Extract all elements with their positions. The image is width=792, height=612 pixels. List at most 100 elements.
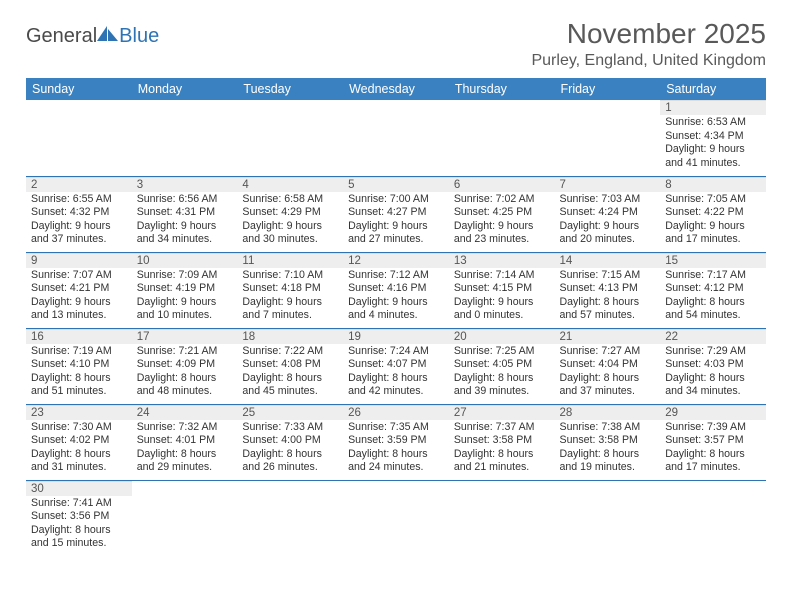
day-number: 8 bbox=[660, 177, 766, 192]
day-details: Sunrise: 7:00 AMSunset: 4:27 PMDaylight:… bbox=[343, 192, 449, 250]
day-details: Sunrise: 7:15 AMSunset: 4:13 PMDaylight:… bbox=[555, 268, 661, 326]
calendar-cell: 12Sunrise: 7:12 AMSunset: 4:16 PMDayligh… bbox=[343, 252, 449, 328]
calendar-cell: 16Sunrise: 7:19 AMSunset: 4:10 PMDayligh… bbox=[26, 328, 132, 404]
day-number: 22 bbox=[660, 329, 766, 344]
day-details: Sunrise: 7:10 AMSunset: 4:18 PMDaylight:… bbox=[237, 268, 343, 326]
calendar-cell bbox=[237, 480, 343, 556]
calendar-cell: 7Sunrise: 7:03 AMSunset: 4:24 PMDaylight… bbox=[555, 176, 661, 252]
day-details: Sunrise: 7:29 AMSunset: 4:03 PMDaylight:… bbox=[660, 344, 766, 402]
calendar-cell bbox=[449, 480, 555, 556]
weekday-header: Tuesday bbox=[237, 78, 343, 100]
calendar-cell bbox=[132, 480, 238, 556]
calendar-cell: 13Sunrise: 7:14 AMSunset: 4:15 PMDayligh… bbox=[449, 252, 555, 328]
calendar-cell: 24Sunrise: 7:32 AMSunset: 4:01 PMDayligh… bbox=[132, 404, 238, 480]
day-number: 3 bbox=[132, 177, 238, 192]
brand-sail-icon bbox=[95, 24, 121, 49]
day-details: Sunrise: 6:53 AMSunset: 4:34 PMDaylight:… bbox=[660, 115, 766, 173]
day-number: 4 bbox=[237, 177, 343, 192]
weekday-header: Sunday bbox=[26, 78, 132, 100]
day-details: Sunrise: 7:21 AMSunset: 4:09 PMDaylight:… bbox=[132, 344, 238, 402]
calendar-cell: 9Sunrise: 7:07 AMSunset: 4:21 PMDaylight… bbox=[26, 252, 132, 328]
calendar-cell: 21Sunrise: 7:27 AMSunset: 4:04 PMDayligh… bbox=[555, 328, 661, 404]
calendar-cell: 20Sunrise: 7:25 AMSunset: 4:05 PMDayligh… bbox=[449, 328, 555, 404]
day-details: Sunrise: 6:55 AMSunset: 4:32 PMDaylight:… bbox=[26, 192, 132, 250]
location-text: Purley, England, United Kingdom bbox=[531, 52, 766, 70]
day-details: Sunrise: 7:17 AMSunset: 4:12 PMDaylight:… bbox=[660, 268, 766, 326]
weekday-header: Thursday bbox=[449, 78, 555, 100]
header-right: November 2025 Purley, England, United Ki… bbox=[531, 18, 766, 70]
day-number: 24 bbox=[132, 405, 238, 420]
calendar-cell bbox=[132, 100, 238, 176]
calendar-table: Sunday Monday Tuesday Wednesday Thursday… bbox=[26, 78, 766, 556]
day-number: 17 bbox=[132, 329, 238, 344]
calendar-cell: 17Sunrise: 7:21 AMSunset: 4:09 PMDayligh… bbox=[132, 328, 238, 404]
day-number: 27 bbox=[449, 405, 555, 420]
day-number: 25 bbox=[237, 405, 343, 420]
day-details: Sunrise: 7:03 AMSunset: 4:24 PMDaylight:… bbox=[555, 192, 661, 250]
calendar-cell: 22Sunrise: 7:29 AMSunset: 4:03 PMDayligh… bbox=[660, 328, 766, 404]
day-number: 10 bbox=[132, 253, 238, 268]
day-details: Sunrise: 7:38 AMSunset: 3:58 PMDaylight:… bbox=[555, 420, 661, 478]
calendar-cell bbox=[343, 100, 449, 176]
calendar-cell: 4Sunrise: 6:58 AMSunset: 4:29 PMDaylight… bbox=[237, 176, 343, 252]
calendar-cell: 3Sunrise: 6:56 AMSunset: 4:31 PMDaylight… bbox=[132, 176, 238, 252]
calendar-row: 30Sunrise: 7:41 AMSunset: 3:56 PMDayligh… bbox=[26, 480, 766, 556]
calendar-cell: 18Sunrise: 7:22 AMSunset: 4:08 PMDayligh… bbox=[237, 328, 343, 404]
day-number: 7 bbox=[555, 177, 661, 192]
calendar-cell: 11Sunrise: 7:10 AMSunset: 4:18 PMDayligh… bbox=[237, 252, 343, 328]
weekday-header: Saturday bbox=[660, 78, 766, 100]
day-number: 30 bbox=[26, 481, 132, 496]
day-number: 23 bbox=[26, 405, 132, 420]
calendar-cell bbox=[555, 100, 661, 176]
day-number: 29 bbox=[660, 405, 766, 420]
calendar-cell: 5Sunrise: 7:00 AMSunset: 4:27 PMDaylight… bbox=[343, 176, 449, 252]
day-number: 19 bbox=[343, 329, 449, 344]
calendar-cell: 26Sunrise: 7:35 AMSunset: 3:59 PMDayligh… bbox=[343, 404, 449, 480]
day-details: Sunrise: 7:22 AMSunset: 4:08 PMDaylight:… bbox=[237, 344, 343, 402]
day-number: 14 bbox=[555, 253, 661, 268]
calendar-row: 2Sunrise: 6:55 AMSunset: 4:32 PMDaylight… bbox=[26, 176, 766, 252]
day-details: Sunrise: 6:58 AMSunset: 4:29 PMDaylight:… bbox=[237, 192, 343, 250]
day-number: 5 bbox=[343, 177, 449, 192]
calendar-cell: 28Sunrise: 7:38 AMSunset: 3:58 PMDayligh… bbox=[555, 404, 661, 480]
calendar-cell: 10Sunrise: 7:09 AMSunset: 4:19 PMDayligh… bbox=[132, 252, 238, 328]
day-details: Sunrise: 7:32 AMSunset: 4:01 PMDaylight:… bbox=[132, 420, 238, 478]
page-title: November 2025 bbox=[531, 18, 766, 50]
day-details: Sunrise: 7:35 AMSunset: 3:59 PMDaylight:… bbox=[343, 420, 449, 478]
calendar-row: 23Sunrise: 7:30 AMSunset: 4:02 PMDayligh… bbox=[26, 404, 766, 480]
calendar-cell: 25Sunrise: 7:33 AMSunset: 4:00 PMDayligh… bbox=[237, 404, 343, 480]
day-details: Sunrise: 7:14 AMSunset: 4:15 PMDaylight:… bbox=[449, 268, 555, 326]
day-details: Sunrise: 7:12 AMSunset: 4:16 PMDaylight:… bbox=[343, 268, 449, 326]
calendar-row: 16Sunrise: 7:19 AMSunset: 4:10 PMDayligh… bbox=[26, 328, 766, 404]
day-details: Sunrise: 6:56 AMSunset: 4:31 PMDaylight:… bbox=[132, 192, 238, 250]
day-details: Sunrise: 7:33 AMSunset: 4:00 PMDaylight:… bbox=[237, 420, 343, 478]
day-details: Sunrise: 7:37 AMSunset: 3:58 PMDaylight:… bbox=[449, 420, 555, 478]
calendar-cell: 14Sunrise: 7:15 AMSunset: 4:13 PMDayligh… bbox=[555, 252, 661, 328]
calendar-cell bbox=[26, 100, 132, 176]
day-number: 2 bbox=[26, 177, 132, 192]
calendar-cell bbox=[660, 480, 766, 556]
day-number: 20 bbox=[449, 329, 555, 344]
calendar-cell: 19Sunrise: 7:24 AMSunset: 4:07 PMDayligh… bbox=[343, 328, 449, 404]
calendar-cell bbox=[555, 480, 661, 556]
calendar-cell: 27Sunrise: 7:37 AMSunset: 3:58 PMDayligh… bbox=[449, 404, 555, 480]
calendar-cell: 29Sunrise: 7:39 AMSunset: 3:57 PMDayligh… bbox=[660, 404, 766, 480]
weekday-header: Friday bbox=[555, 78, 661, 100]
day-number: 9 bbox=[26, 253, 132, 268]
day-details: Sunrise: 7:07 AMSunset: 4:21 PMDaylight:… bbox=[26, 268, 132, 326]
day-number: 16 bbox=[26, 329, 132, 344]
calendar-cell: 15Sunrise: 7:17 AMSunset: 4:12 PMDayligh… bbox=[660, 252, 766, 328]
calendar-cell bbox=[449, 100, 555, 176]
day-details: Sunrise: 7:02 AMSunset: 4:25 PMDaylight:… bbox=[449, 192, 555, 250]
day-details: Sunrise: 7:30 AMSunset: 4:02 PMDaylight:… bbox=[26, 420, 132, 478]
calendar-cell: 23Sunrise: 7:30 AMSunset: 4:02 PMDayligh… bbox=[26, 404, 132, 480]
day-number: 26 bbox=[343, 405, 449, 420]
day-number: 21 bbox=[555, 329, 661, 344]
day-details: Sunrise: 7:09 AMSunset: 4:19 PMDaylight:… bbox=[132, 268, 238, 326]
day-number: 1 bbox=[660, 100, 766, 115]
calendar-cell: 6Sunrise: 7:02 AMSunset: 4:25 PMDaylight… bbox=[449, 176, 555, 252]
brand-part2: Blue bbox=[119, 25, 159, 48]
calendar-cell bbox=[237, 100, 343, 176]
day-number: 15 bbox=[660, 253, 766, 268]
calendar-row: 9Sunrise: 7:07 AMSunset: 4:21 PMDaylight… bbox=[26, 252, 766, 328]
